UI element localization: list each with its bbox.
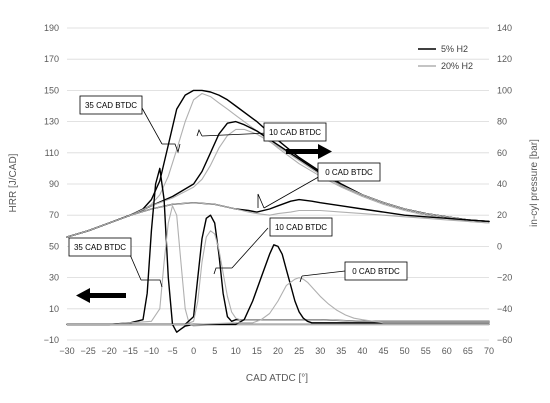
x-tick-label: 50 <box>400 346 410 356</box>
ann-box-0-pressure <box>317 162 381 182</box>
right-tick-label: 40 <box>497 179 507 189</box>
arrow-left-icon <box>76 288 126 303</box>
leader-35-pressure <box>141 107 163 145</box>
leader-0-hrr <box>301 270 346 277</box>
x-tick-label: 10 <box>231 346 241 356</box>
x-tick-label: 15 <box>252 346 262 356</box>
ann-text-35-pressure: 35 CAD BTDC <box>85 101 137 110</box>
leader-0-pressure <box>263 174 323 209</box>
right-tick-label: 100 <box>497 85 512 95</box>
gridlines <box>67 27 489 341</box>
x-tick-label: 20 <box>273 346 283 356</box>
x-tick-label: 65 <box>463 346 473 356</box>
leader-10-pressure <box>201 132 269 137</box>
x-tick-label: −15 <box>123 346 138 356</box>
ann-box-0-hrr <box>344 261 408 281</box>
right-tick-label: −20 <box>497 273 512 283</box>
x-tick-label: −5 <box>167 346 177 356</box>
legend: 5% H2 20% H2 <box>418 44 473 71</box>
x-tick-label: 30 <box>315 346 325 356</box>
right-tick-label: −40 <box>497 304 512 314</box>
leader-10-hrr-bracket <box>213 267 232 275</box>
ann-text-0-hrr: 0 CAD BTDC <box>352 267 400 276</box>
annotation-leaders <box>127 107 346 288</box>
series-line-hrr-9 <box>66 230 490 325</box>
left-tick-label: 30 <box>49 273 59 283</box>
left-tick-label: −10 <box>44 335 59 345</box>
x-tick-label: −20 <box>102 346 117 356</box>
annotation-boxes: 35 CAD BTDC 10 CAD BTDC 0 CAD BTDC 35 CA… <box>68 95 408 281</box>
ann-box-10-hrr <box>269 217 333 237</box>
x-tick-label: 45 <box>378 346 388 356</box>
right-axis-ticks: −60 −40 −20 0 20 40 60 80 100 120 140 <box>497 23 512 345</box>
left-tick-label: 130 <box>44 117 59 127</box>
ann-box-35-pressure <box>79 95 143 115</box>
left-tick-label: 150 <box>44 85 59 95</box>
right-tick-label: 80 <box>497 117 507 127</box>
ann-text-0-pressure: 0 CAD BTDC <box>325 168 373 177</box>
x-tick-label: −25 <box>80 346 95 356</box>
leader-0-pressure-bracket <box>257 193 265 209</box>
x-tick-label: 40 <box>357 346 367 356</box>
ann-box-10-pressure <box>263 122 327 142</box>
x-tick-label: 35 <box>336 346 346 356</box>
x-tick-label: −10 <box>144 346 159 356</box>
x-tick-label: 60 <box>442 346 452 356</box>
x-tick-label: 5 <box>212 346 217 356</box>
series-lines <box>66 89 490 333</box>
x-tick-label: 70 <box>484 346 494 356</box>
ann-text-10-hrr: 10 CAD BTDC <box>275 223 327 232</box>
x-tick-label: −30 <box>59 346 74 356</box>
right-tick-label: 60 <box>497 148 507 158</box>
x-tick-label: 55 <box>421 346 431 356</box>
right-tick-label: 20 <box>497 210 507 220</box>
left-tick-label: 50 <box>49 241 59 251</box>
ann-text-10-pressure: 10 CAD BTDC <box>269 128 321 137</box>
left-tick-label: 10 <box>49 304 59 314</box>
arrow-right-icon <box>286 144 332 159</box>
x-axis-label: CAD ATDC [°] <box>246 373 308 384</box>
series-line-pressure-5 <box>66 202 490 238</box>
ann-text-35-hrr: 35 CAD BTDC <box>74 243 126 252</box>
leader-0-hrr-bracket <box>299 275 303 283</box>
legend-label-20pct: 20% H2 <box>441 61 473 71</box>
right-axis-label: in-cyl pressure [bar] <box>529 139 540 227</box>
left-tick-label: 90 <box>49 179 59 189</box>
left-axis-label: HRR [J/CAD] <box>8 153 19 212</box>
series-line-hrr-10 <box>66 244 490 326</box>
left-tick-label: 110 <box>45 148 59 158</box>
right-tick-label: 0 <box>497 241 502 251</box>
right-tick-label: 120 <box>497 54 512 64</box>
left-tick-label: 190 <box>44 23 59 33</box>
series-line-hrr-7 <box>66 205 490 327</box>
leader-35-hrr-bracket <box>141 279 163 288</box>
left-tick-label: 170 <box>44 54 59 64</box>
leader-10-hrr <box>231 227 269 269</box>
right-tick-label: 140 <box>497 23 512 33</box>
axis-arrows <box>76 144 332 303</box>
series-line-pressure-3 <box>66 128 490 238</box>
leader-10-pressure-bracket <box>196 128 203 137</box>
x-tick-label: 0 <box>191 346 196 356</box>
left-tick-label: 70 <box>49 210 59 220</box>
right-tick-label: −60 <box>497 335 512 345</box>
x-tick-label: 25 <box>294 346 304 356</box>
left-axis-ticks: −10 10 30 50 70 90 110 130 150 170 190 <box>44 23 59 345</box>
series-line-hrr-11 <box>66 277 490 325</box>
ann-box-35-hrr <box>68 237 132 257</box>
leader-35-pressure-bracket <box>162 143 181 154</box>
legend-label-5pct: 5% H2 <box>441 44 468 54</box>
x-axis-ticks: −30 −25 −20 −15 −10 −5 0 5 10 15 20 25 30 35 40 45 50 55 6… <box>59 346 494 356</box>
